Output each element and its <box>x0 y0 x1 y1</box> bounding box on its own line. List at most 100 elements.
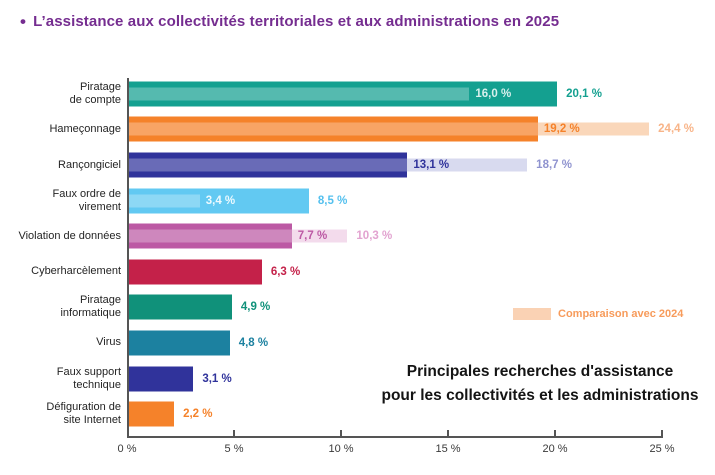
chart-row: Violation de données 7,7 % 10,3 % <box>0 218 680 254</box>
value-label-2024: 16,0 % <box>475 87 512 100</box>
category-label: Hameçonnage <box>0 123 127 136</box>
category-label: Violation de données <box>0 230 127 243</box>
x-axis-tick-label: 15 % <box>435 443 461 455</box>
bar-2025 <box>127 152 408 178</box>
bar-2025 <box>127 366 194 392</box>
value-label-2025: 2,2 % <box>183 408 213 421</box>
value-label-2025: 8,5 % <box>317 194 348 207</box>
value-label-2025: 6,3 % <box>270 265 301 278</box>
category-label-line: site Internet <box>63 414 121 427</box>
bar-2024-comparison <box>291 229 348 243</box>
x-axis-tick-label: 25 % <box>649 443 675 455</box>
value-label-2025: 13,1 % <box>413 158 450 171</box>
x-axis-tick-label: 20 % <box>542 443 568 455</box>
category-label-line: Défiguration de <box>46 401 121 414</box>
category-label-line: Rançongiciel <box>58 158 121 171</box>
category-label-line: Piratage <box>80 80 121 93</box>
title-bullet-icon: • <box>20 12 27 31</box>
page-title-text: L’assistance aux collectivités territori… <box>33 13 560 30</box>
value-label-2025: 4,8 % <box>238 336 269 349</box>
category-label: Cyberharcèlement <box>0 265 127 278</box>
category-label-line: Cyberharcèlement <box>31 265 121 278</box>
category-label: Faux support technique <box>0 366 127 392</box>
bar-plot-area: 3,1 % <box>127 361 662 397</box>
value-label-2025: 19,2 % <box>543 123 580 136</box>
x-axis-tick <box>233 430 235 438</box>
chart-row: Piratage informatique 4,9 % <box>0 290 680 326</box>
x-axis-tick-label: 0 % <box>117 443 137 455</box>
category-label-line: technique <box>73 378 121 391</box>
x-axis-tick <box>661 430 663 438</box>
bar-plot-area: 16,0 % 20,1 % <box>127 76 662 112</box>
bar-2025 <box>127 259 262 285</box>
category-label-line: Faux support <box>56 365 121 378</box>
category-label: Défiguration de site Internet <box>0 401 127 427</box>
chart-row: Piratage de compte 16,0 % 20,1 % <box>0 76 680 112</box>
bar-2025 <box>127 330 230 356</box>
bar-plot-area: 3,4 % 8,5 % <box>127 183 662 219</box>
x-axis-tick-label: 5 % <box>224 443 244 455</box>
bar-2025 <box>127 81 558 107</box>
bar-2025 <box>127 294 232 320</box>
bar-rows: Piratage de compte 16,0 % 20,1 % Hameçonnage… <box>0 76 694 432</box>
x-axis-tick-labels: 0 % 5 % 10 % 15 % 20 % 25 % <box>118 443 675 459</box>
chart-caption: Principales recherches d'assistance pour… <box>350 360 715 408</box>
bar-2024-comparison <box>407 158 528 172</box>
bar-2024-comparison-overlay <box>127 122 538 136</box>
value-label-2024: 3,4 % <box>205 194 236 207</box>
bar-plot-area: 4,9 % <box>127 290 662 326</box>
category-label-line: virement <box>78 200 121 213</box>
value-label-2025: 4,9 % <box>240 301 271 314</box>
x-axis-tick <box>554 430 556 438</box>
value-label-2024: 24,4 % <box>658 123 694 136</box>
chart-row: Cyberharcèlement 6,3 % <box>0 254 680 290</box>
caption-line-1: Principales recherches d'assistance <box>406 363 674 380</box>
bar-2024-comparison-overlay <box>127 194 200 208</box>
category-label-line: Violation de données <box>18 229 121 242</box>
category-label: Piratage informatique <box>0 294 127 320</box>
chart-row: Faux ordre de virement 3,4 % 8,5 % <box>0 183 680 219</box>
bar-plot-area: 2,2 % <box>127 396 662 432</box>
chart-row: Défiguration de site Internet 2,2 % <box>0 396 680 432</box>
value-label-2025: 20,1 % <box>566 87 602 100</box>
bar-plot-area: 4,8 % <box>127 325 662 361</box>
value-label-2025: 7,7 % <box>297 230 328 243</box>
value-label-2024: 10,3 % <box>356 230 393 243</box>
chart-row: Faux support technique 3,1 % <box>0 361 680 397</box>
legend-swatch <box>513 308 551 320</box>
category-label-line: Piratage <box>80 294 121 307</box>
category-label: Piratage de compte <box>0 81 127 107</box>
chart-row: Rançongiciel 13,1 % 18,7 % <box>0 147 680 183</box>
bar-2025 <box>127 223 292 249</box>
bar-2024-comparison-overlay <box>127 229 292 243</box>
caption-line-2: pour les collectivités et les administra… <box>381 387 699 405</box>
category-label: Rançongiciel <box>0 159 127 172</box>
bar-2024-comparison-overlay <box>127 158 408 172</box>
category-label: Faux ordre de virement <box>0 188 127 214</box>
category-label-line: Virus <box>96 336 121 349</box>
y-axis-line <box>127 78 129 437</box>
category-label-line: informatique <box>60 307 121 320</box>
category-label: Virus <box>0 336 127 349</box>
value-label-2024: 18,7 % <box>536 158 572 171</box>
legend-label: Comparaison avec 2024 <box>558 308 684 320</box>
bar-plot-area: 6,3 % <box>127 254 662 290</box>
legend: Comparaison avec 2024 <box>513 308 683 320</box>
x-axis-tick <box>447 430 449 438</box>
chart-row: Virus 4,8 % <box>0 325 680 361</box>
x-axis-tick <box>340 430 342 438</box>
chart-row: Hameçonnage 19,2 % 24,4 % <box>0 112 694 148</box>
category-label-line: Faux ordre de <box>52 187 121 200</box>
bar-2025 <box>127 116 538 142</box>
bar-2024-comparison <box>537 122 650 136</box>
bar-plot-area: 7,7 % 10,3 % <box>127 218 662 254</box>
bar-plot-area: 13,1 % 18,7 % <box>127 147 662 183</box>
bar-2024-comparison-overlay <box>127 87 470 101</box>
bar-2025 <box>127 401 175 427</box>
bar-plot-area: 19,2 % 24,4 % <box>127 112 694 148</box>
bar-2025 <box>127 188 309 214</box>
category-label-line: de compte <box>69 93 121 106</box>
page-title: • L’assistance aux collectivités territor… <box>20 12 559 32</box>
category-label-line: Hameçonnage <box>49 122 121 135</box>
